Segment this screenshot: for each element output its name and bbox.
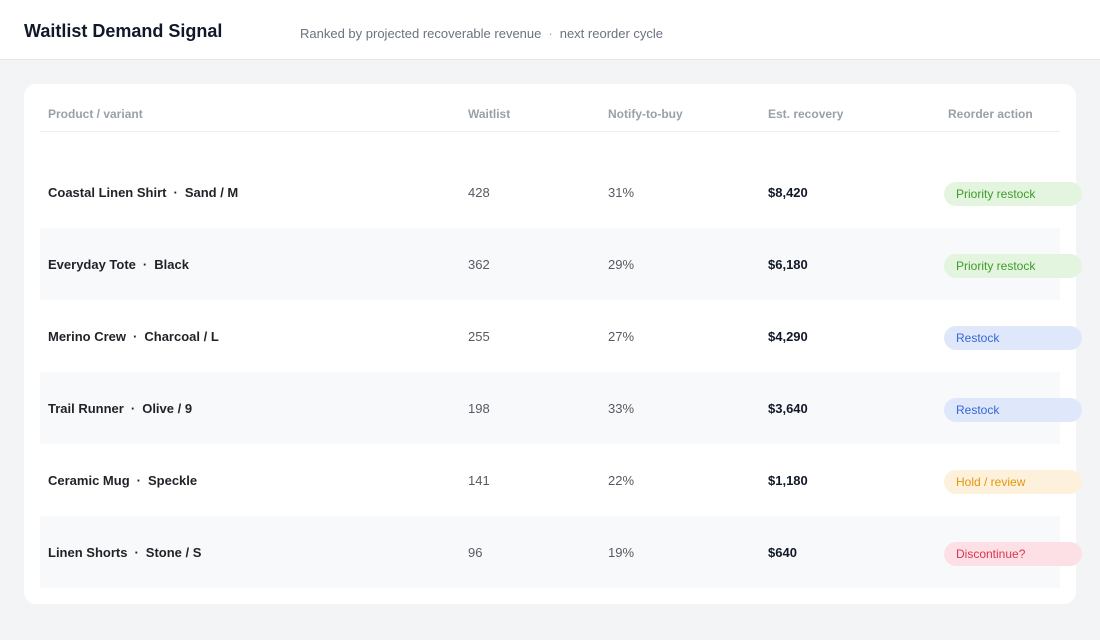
- table-row[interactable]: Coastal Linen Shirt · Sand / M 428 31% $8,420…: [40, 156, 1082, 228]
- table-body: Coastal Linen Shirt · Sand / M 428 31% $8,420…: [40, 156, 1082, 588]
- table-header: Product / variant Waitlist Notify-to-buy…: [40, 84, 1060, 132]
- variant-name: Charcoal / L: [144, 329, 219, 344]
- product-variant-cell: Ceramic Mug · Speckle: [48, 473, 197, 488]
- product-name: Linen Shorts: [48, 545, 128, 560]
- column-header-reorder-action[interactable]: Reorder action: [948, 107, 1033, 121]
- reorder-action-badge[interactable]: Discontinue?: [944, 542, 1082, 566]
- estimated-recovery: $6,180: [768, 257, 808, 272]
- variant-name: Sand / M: [184, 185, 239, 200]
- waitlist-count: 362: [468, 257, 490, 272]
- subtitle-main: Ranked by projected recoverable revenue: [300, 26, 542, 41]
- estimated-recovery: $8,420: [768, 185, 808, 200]
- notify-to-buy-rate: 22%: [608, 473, 635, 488]
- estimated-recovery: $640: [768, 545, 797, 560]
- subtitle-secondary: next reorder cycle: [559, 26, 664, 41]
- variant-name: Black: [154, 257, 189, 272]
- table-row[interactable]: Trail Runner · Olive / 9 198 33% $3,640 Restoc…: [40, 372, 1082, 444]
- product-variant-cell: Trail Runner · Olive / 9: [48, 401, 192, 416]
- variant-separator: ·: [142, 257, 148, 272]
- notify-to-buy-rate: 19%: [608, 545, 635, 560]
- reorder-action-badge[interactable]: Priority restock: [944, 254, 1082, 278]
- top-bar: Waitlist Demand Signal Ranked by project…: [0, 0, 1100, 60]
- waitlist-count: 141: [468, 473, 490, 488]
- demand-table-card: Product / variant Waitlist Notify-to-buy…: [24, 84, 1082, 604]
- page-subtitle: Ranked by projected recoverable revenue ·…: [300, 26, 663, 41]
- notify-to-buy-rate: 31%: [608, 185, 635, 200]
- notify-to-buy-rate: 29%: [608, 257, 635, 272]
- table-row[interactable]: Everyday Tote · Black 362 29% $6,180 Priority …: [40, 228, 1082, 300]
- table-row[interactable]: Ceramic Mug · Speckle 141 22% $1,180 Hold / re…: [40, 444, 1082, 516]
- product-variant-cell: Linen Shorts · Stone / S: [48, 545, 201, 560]
- subtitle-separator: ·: [548, 26, 553, 41]
- product-variant-cell: Everyday Tote · Black: [48, 257, 189, 272]
- notify-to-buy-rate: 33%: [608, 401, 635, 416]
- estimated-recovery: $1,180: [768, 473, 808, 488]
- notify-to-buy-rate: 27%: [608, 329, 635, 344]
- variant-separator: ·: [136, 473, 141, 488]
- estimated-recovery: $4,290: [768, 329, 808, 344]
- variant-name: Olive / 9: [142, 401, 193, 416]
- estimated-recovery: $3,640: [768, 401, 808, 416]
- product-name: Coastal Linen Shirt: [48, 185, 167, 200]
- reorder-action-badge[interactable]: Restock: [944, 398, 1082, 422]
- column-header-waitlist[interactable]: Waitlist: [468, 107, 511, 121]
- reorder-action-badge[interactable]: Priority restock: [944, 182, 1082, 206]
- waitlist-count: 96: [468, 545, 483, 560]
- variant-separator: ·: [134, 545, 139, 560]
- waitlist-count: 198: [468, 401, 490, 416]
- reorder-action-badge[interactable]: Hold / review: [944, 470, 1082, 494]
- waitlist-count: 255: [468, 329, 490, 344]
- table-row[interactable]: Linen Shorts · Stone / S 96 19% $640 Discontin…: [40, 516, 1082, 588]
- product-variant-cell: Coastal Linen Shirt · Sand / M: [48, 185, 238, 200]
- page-title: Waitlist Demand Signal: [24, 21, 223, 41]
- waitlist-count: 428: [468, 185, 490, 200]
- variant-separator: ·: [133, 329, 138, 344]
- product-name: Merino Crew: [48, 329, 127, 344]
- product-variant-cell: Merino Crew · Charcoal / L: [48, 329, 219, 344]
- column-header-notify-to-buy[interactable]: Notify-to-buy: [608, 107, 683, 121]
- variant-name: Stone / S: [145, 545, 202, 560]
- product-name: Trail Runner: [48, 401, 124, 416]
- product-name: Everyday Tote: [48, 257, 136, 272]
- column-header-product[interactable]: Product / variant: [48, 107, 143, 121]
- variant-separator: ·: [173, 185, 178, 200]
- column-header-est-recovery[interactable]: Est. recovery: [768, 107, 844, 121]
- variant-name: Speckle: [147, 473, 198, 488]
- reorder-action-badge[interactable]: Restock: [944, 326, 1082, 350]
- product-name: Ceramic Mug: [48, 473, 130, 488]
- variant-separator: ·: [130, 401, 136, 416]
- table-row[interactable]: Merino Crew · Charcoal / L 255 27% $4,290 Rest…: [40, 300, 1082, 372]
